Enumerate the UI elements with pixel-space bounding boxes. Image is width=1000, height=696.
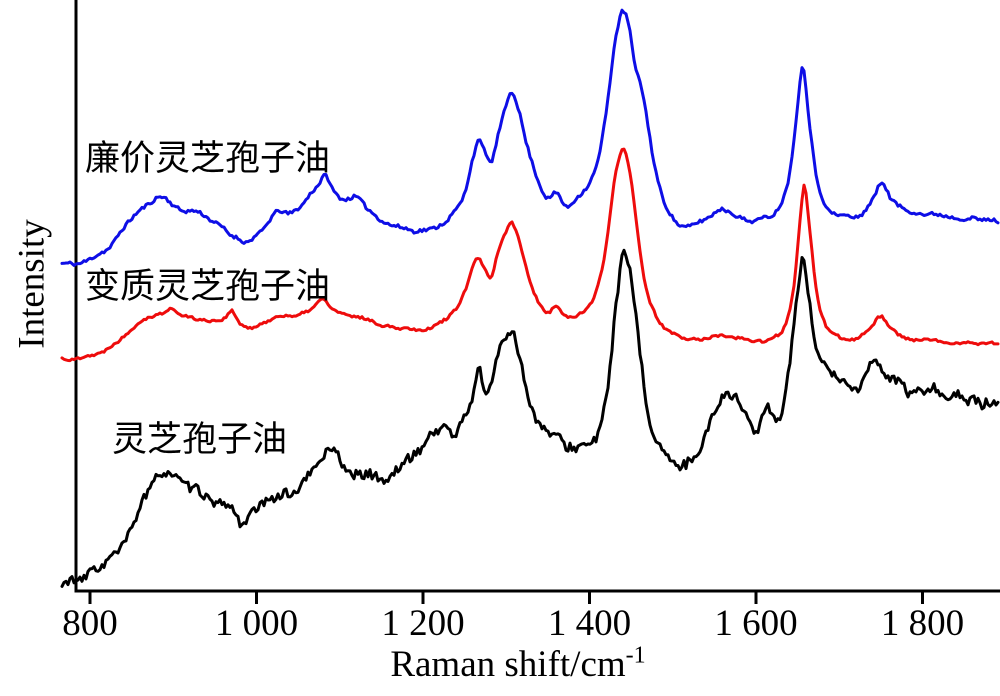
y-axis-label: Intensity (11, 219, 53, 349)
series-label-spoiled-spore-oil: 变质灵芝孢子油 (85, 267, 331, 306)
x-tick-label: 1 400 (548, 603, 631, 644)
x-tick-label: 1 000 (215, 603, 298, 644)
series-line-0 (60, 8, 1000, 267)
series-label-cheap-spore-oil: 廉价灵芝孢子油 (85, 139, 331, 178)
x-tick-label: 800 (62, 603, 118, 644)
x-axis-label: Raman shift/cm-1 (390, 643, 645, 686)
series-line-2 (60, 248, 1000, 588)
x-tick-label: 1 200 (381, 603, 464, 644)
series-line-1 (60, 147, 1000, 363)
x-axis-label-text: Raman shift/cm (390, 644, 626, 685)
x-tick-label: 1 600 (714, 603, 797, 644)
x-tick-label: 1 800 (881, 603, 964, 644)
x-axis-label-superscript: -1 (625, 642, 646, 669)
series-label-spore-oil: 灵芝孢子油 (112, 420, 288, 459)
